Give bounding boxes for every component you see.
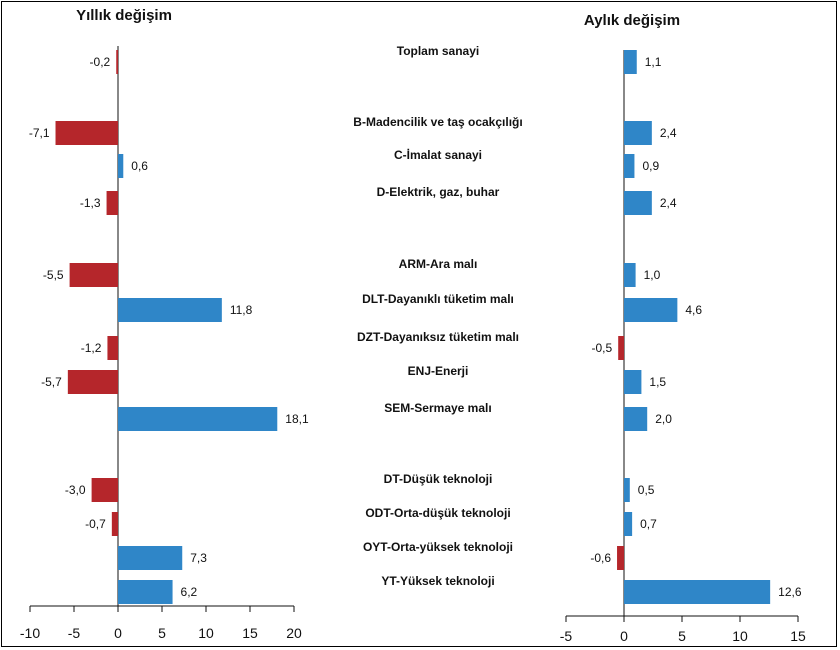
right-panel: -5 0 5 10 15 1,1 2,4 0,9 2,4 1,0 4,6 -0,5 1,5 2,0 0,5 0…	[560, 50, 806, 644]
left-tick-label: 20	[286, 625, 302, 641]
left-bar-value-label: 11,8	[230, 303, 253, 317]
right-bar	[624, 370, 642, 394]
right-bar	[618, 336, 624, 360]
right-bar-value-label: -0,6	[590, 551, 611, 565]
right-bar	[624, 191, 652, 215]
right-bar-value-label: 1,5	[649, 375, 666, 389]
left-tick-label: 0	[114, 625, 122, 641]
right-bar	[624, 298, 678, 322]
right-tick-label: 10	[732, 628, 748, 644]
right-bar-value-label: 2,4	[660, 196, 677, 210]
left-bar-value-label: -1,3	[80, 196, 101, 210]
right-tick-label: -5	[560, 628, 573, 644]
category-label: YT-Yüksek teknoloji	[381, 574, 494, 588]
left-bar	[67, 370, 118, 394]
right-tick-label: 5	[678, 628, 686, 644]
left-tick-label: 15	[242, 625, 258, 641]
left-bar-value-label: -7,1	[29, 126, 50, 140]
left-bar	[118, 298, 222, 322]
right-bar	[624, 121, 652, 145]
right-bar-value-label: 4,6	[685, 303, 702, 317]
left-bar-value-label: -0,7	[85, 517, 106, 531]
left-panel: -10 -5 0 5 10 15 20 -0,2 -7,1 0,6 -1,3 -5,5 11,8 -1,2…	[20, 46, 309, 641]
right-bar	[624, 512, 633, 536]
right-tick-label: 15	[790, 628, 806, 644]
left-bar	[69, 263, 118, 287]
left-bar-value-label: -1,2	[81, 341, 102, 355]
right-bar-value-label: 2,0	[655, 412, 672, 426]
right-bar	[624, 478, 630, 502]
right-bar-value-label: 12,6	[778, 585, 802, 599]
left-bar	[118, 580, 173, 604]
right-bar	[624, 263, 636, 287]
left-bar	[118, 154, 124, 178]
left-bar-value-label: 6,2	[181, 585, 198, 599]
right-bar	[624, 580, 771, 604]
category-label: D-Elektrik, gaz, buhar	[377, 185, 500, 199]
right-bar-value-label: 0,5	[638, 483, 655, 497]
left-bar-value-label: -5,7	[41, 375, 62, 389]
left-bar-value-label: 18,1	[285, 412, 309, 426]
right-tick-label: 0	[620, 628, 628, 644]
right-bar	[624, 407, 648, 431]
left-bar	[118, 546, 183, 570]
left-bar-value-label: -3,0	[65, 483, 86, 497]
right-panel-title: Aylık değişim	[584, 12, 680, 29]
left-tick-label: -5	[68, 625, 81, 641]
left-panel-title: Yıllık değişim	[76, 7, 172, 24]
right-bar	[617, 546, 624, 570]
left-bar	[107, 336, 118, 360]
right-bar	[624, 154, 635, 178]
category-label: C-İmalat sanayi	[394, 147, 482, 162]
category-label: B-Madencilik ve taş ocakçılığı	[353, 115, 522, 129]
left-bar-value-label: -0,2	[90, 55, 111, 69]
right-bar-value-label: 0,7	[640, 517, 657, 531]
category-label: DZT-Dayanıksız tüketim malı	[357, 330, 519, 344]
left-bar	[111, 512, 118, 536]
left-tick-label: 5	[158, 625, 166, 641]
category-label: OYT-Orta-yüksek teknoloji	[363, 540, 513, 554]
left-bar	[91, 478, 118, 502]
right-bar-value-label: 2,4	[660, 126, 677, 140]
right-bar-value-label: 0,9	[642, 159, 659, 173]
right-bar	[624, 50, 637, 74]
category-labels: Toplam sanayi B-Madencilik ve taş ocakçıl…	[353, 44, 522, 588]
category-label: DT-Düşük teknoloji	[384, 472, 493, 486]
category-label: Toplam sanayi	[397, 44, 479, 58]
category-label: ODT-Orta-düşük teknoloji	[365, 506, 510, 520]
category-label: SEM-Sermaye malı	[384, 401, 491, 415]
right-bar-value-label: 1,0	[644, 268, 661, 282]
left-bar	[106, 191, 118, 215]
right-bar-value-label: -0,5	[592, 341, 613, 355]
left-bar	[118, 407, 278, 431]
category-label: ARM-Ara malı	[399, 257, 478, 271]
right-bar-value-label: 1,1	[645, 55, 662, 69]
left-bar	[116, 50, 118, 74]
left-tick-label: -10	[20, 625, 40, 641]
left-bar-value-label: 0,6	[131, 159, 148, 173]
left-tick-label: 10	[198, 625, 214, 641]
category-label: ENJ-Enerji	[408, 364, 469, 378]
left-bar	[55, 121, 118, 145]
category-label: DLT-Dayanıklı tüketim malı	[362, 292, 514, 306]
left-bar-value-label: -5,5	[43, 268, 64, 282]
left-bar-value-label: 7,3	[190, 551, 207, 565]
